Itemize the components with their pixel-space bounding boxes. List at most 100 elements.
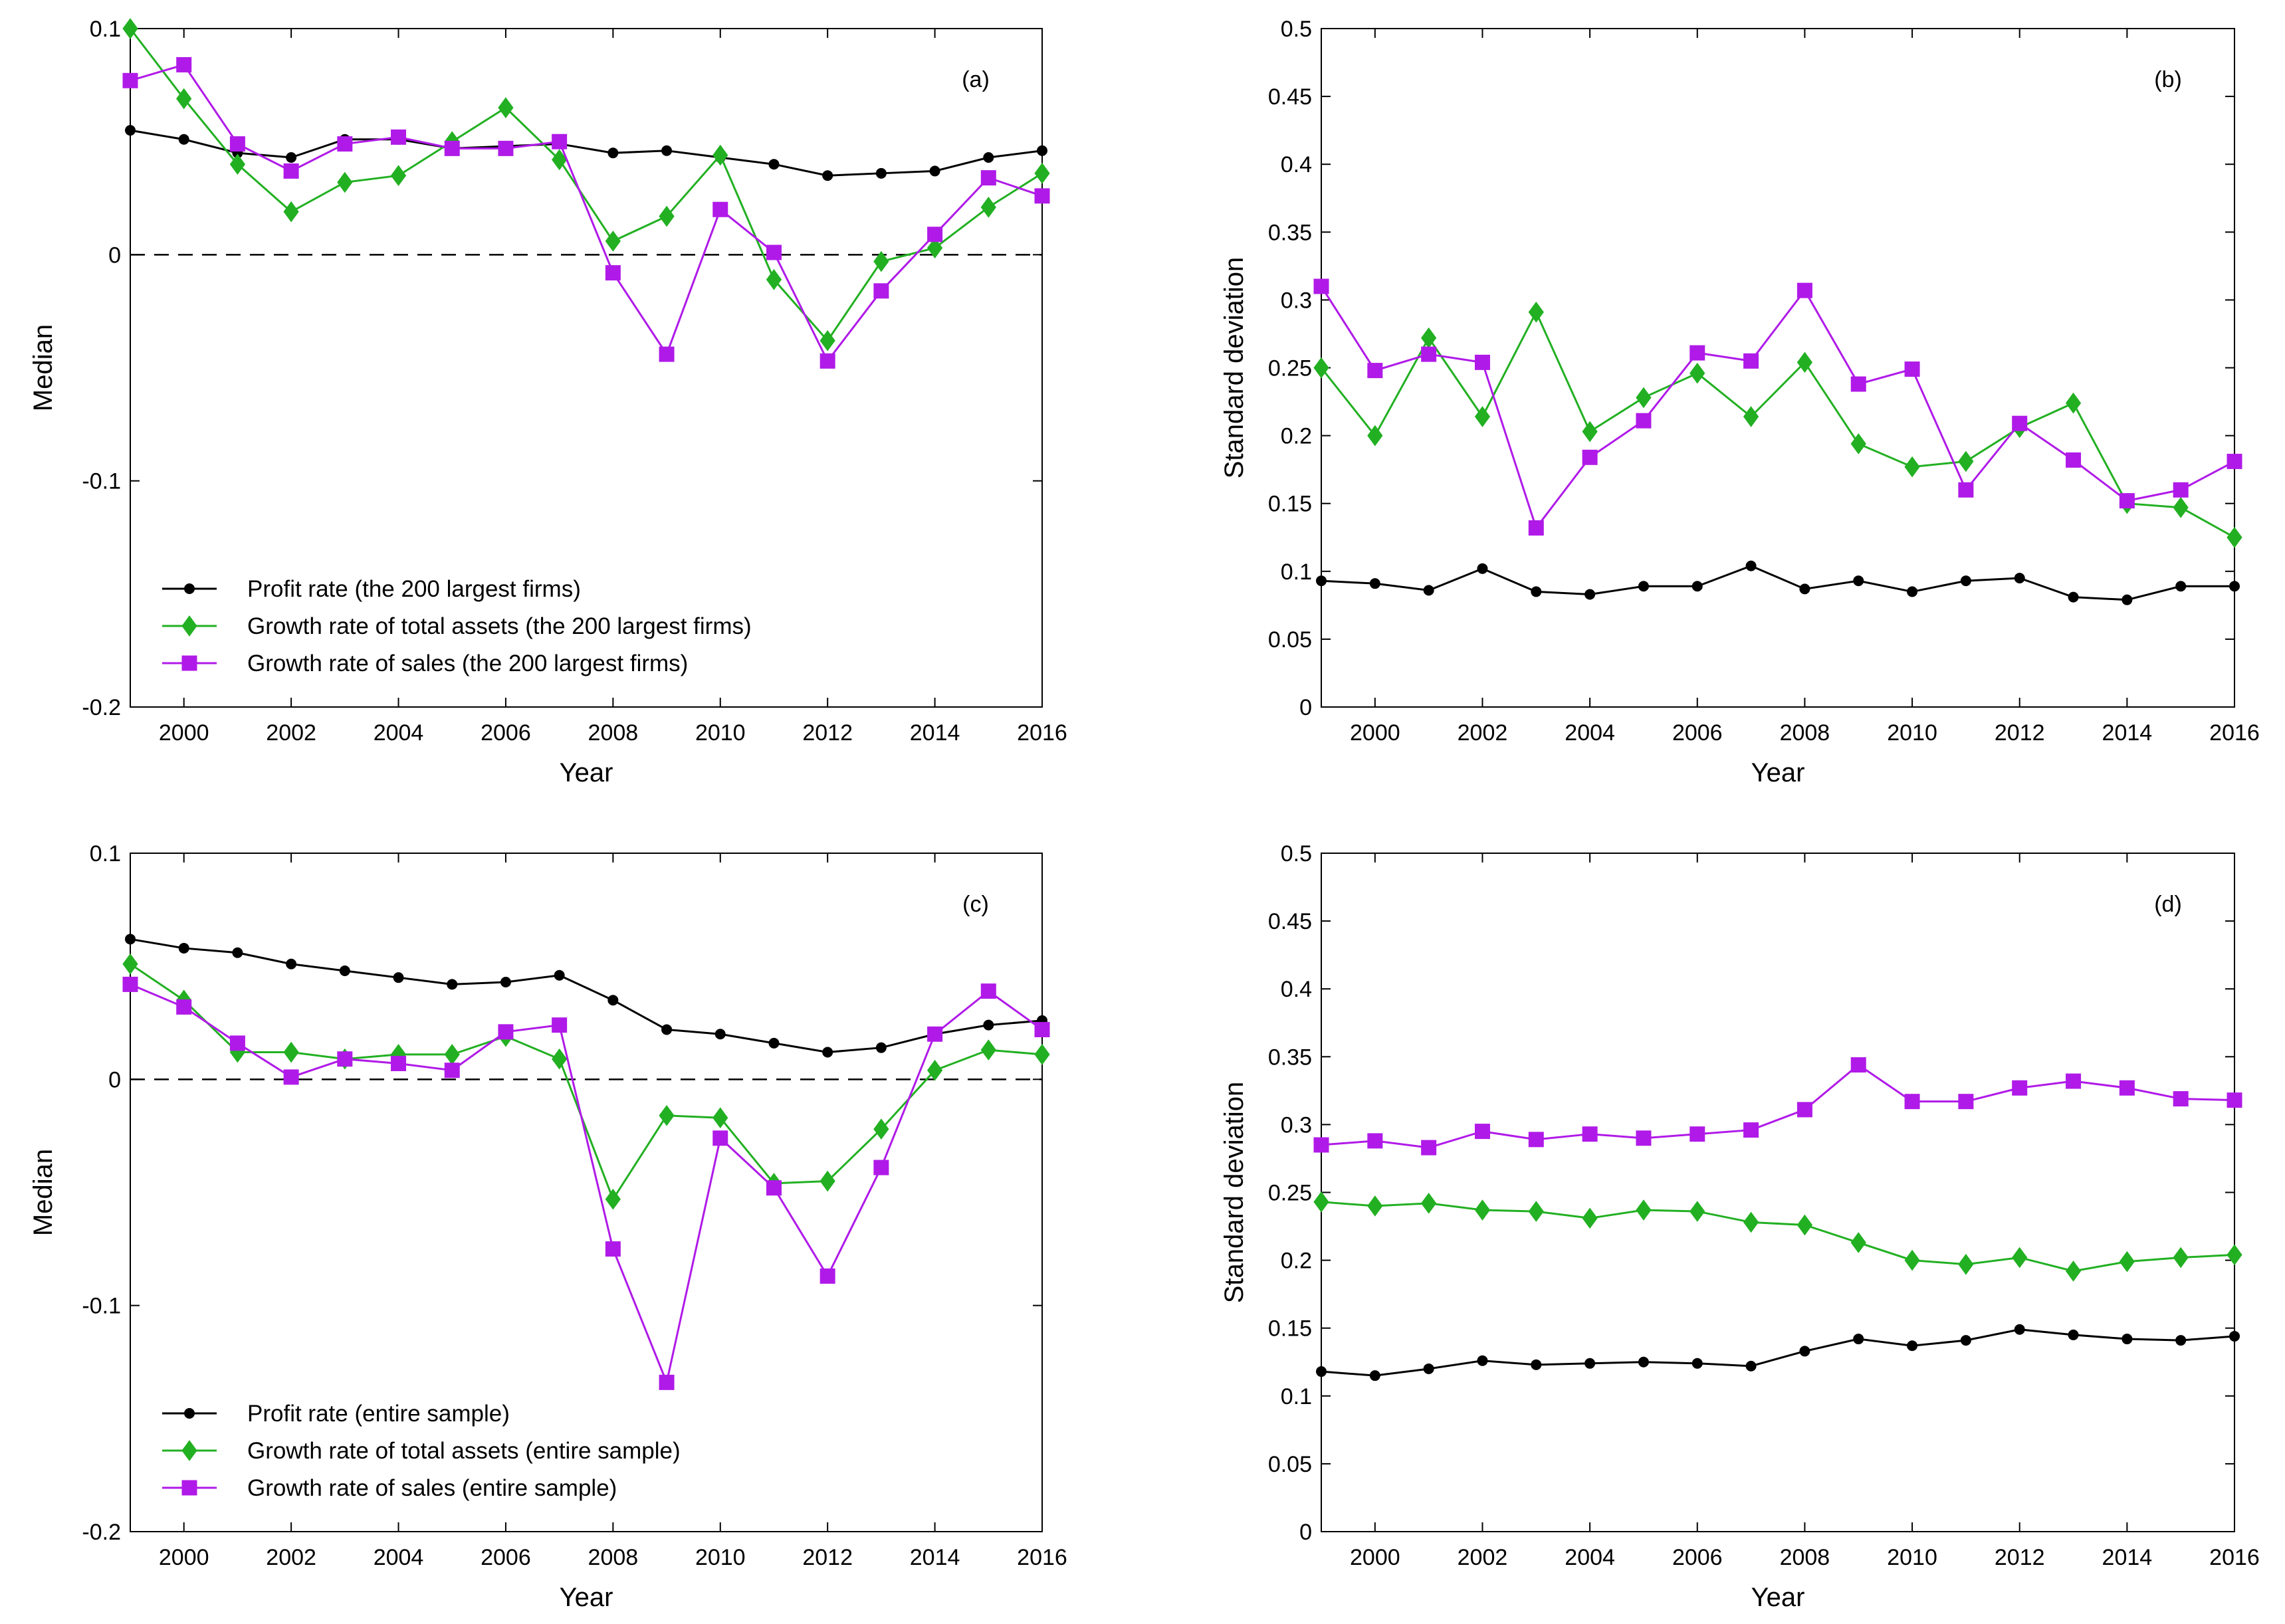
circle-marker	[822, 170, 833, 181]
diamond-marker	[659, 205, 675, 227]
square-marker	[444, 1063, 460, 1078]
diamond-marker	[1904, 1249, 1920, 1271]
x-tick-label: 2006	[481, 1545, 531, 1570]
square-marker	[2119, 1080, 2135, 1096]
circle-marker	[184, 583, 195, 594]
legend-label: Growth rate of total assets (the 200 lar…	[247, 613, 752, 639]
y-axis-title: Median	[29, 324, 58, 411]
square-marker	[1313, 1137, 1329, 1153]
square-marker	[1421, 346, 1437, 362]
series-sales-growth	[122, 56, 1050, 369]
square-marker	[1034, 188, 1050, 204]
square-marker	[2173, 1091, 2189, 1107]
square-marker	[1421, 1140, 1437, 1156]
circle-marker	[286, 152, 297, 163]
circle-marker	[554, 969, 565, 981]
diamond-marker	[2065, 1261, 2082, 1282]
square-marker	[2066, 452, 2082, 468]
x-axis-title: Year	[1751, 758, 1805, 787]
diamond-marker	[1743, 406, 1759, 427]
y-tick-label: 0	[1299, 695, 1312, 720]
square-marker	[176, 56, 192, 72]
square-marker	[873, 283, 889, 299]
circle-marker	[184, 1408, 195, 1419]
circle-marker	[822, 1047, 833, 1058]
circle-marker	[1584, 589, 1596, 600]
series-line	[1320, 310, 2235, 539]
y-tick-label: 0.45	[1268, 84, 1312, 110]
square-marker	[1904, 361, 1920, 377]
square-marker	[181, 655, 197, 671]
circle-marker	[2122, 1334, 2133, 1345]
series-profit-rate	[125, 125, 1047, 181]
y-tick-label: -0.2	[82, 1520, 121, 1545]
circle-marker	[768, 159, 780, 170]
square-marker	[1743, 1122, 1759, 1138]
y-tick-label: 0.05	[1268, 627, 1312, 653]
diamond-marker	[122, 18, 138, 39]
y-tick-label: -0.1	[82, 1294, 121, 1319]
legend: Profit rate (entire sample) Growth rate o…	[162, 1401, 681, 1501]
diamond-marker	[1313, 357, 1329, 379]
diamond-marker	[1034, 162, 1050, 184]
square-marker	[283, 163, 299, 179]
circle-marker	[1691, 581, 1703, 592]
diamond-marker	[283, 1041, 299, 1063]
panel-tag: (c)	[962, 892, 989, 917]
x-tick-label: 2006	[1672, 1545, 1723, 1570]
circle-marker	[875, 167, 887, 179]
y-tick-label: 0.1	[1281, 559, 1312, 585]
diamond-marker	[1796, 352, 1813, 373]
diamond-marker	[2065, 392, 2082, 414]
x-tick-label: 2004	[1565, 1545, 1615, 1570]
x-tick-label: 2010	[695, 1545, 746, 1570]
circle-marker	[1960, 575, 1971, 587]
x-tick-label: 2008	[1780, 720, 1830, 746]
circle-marker	[875, 1042, 887, 1053]
diamond-marker	[1958, 1253, 1974, 1275]
x-tick-label: 2002	[1458, 720, 1508, 746]
square-marker	[1528, 1132, 1544, 1148]
plot-frame	[1321, 28, 2235, 708]
square-marker	[2119, 493, 2135, 509]
circle-marker	[2175, 1335, 2187, 1346]
x-tick-label: 2014	[910, 1545, 960, 1570]
diamond-marker	[1904, 456, 1920, 478]
diamond-marker	[1582, 1207, 1598, 1229]
diamond-marker	[1689, 362, 1705, 384]
y-tick-label: -0.2	[82, 695, 121, 720]
diamond-marker	[1636, 1199, 1652, 1221]
legend-label: Profit rate (entire sample)	[247, 1401, 510, 1427]
circle-marker	[1960, 1335, 1971, 1346]
y-tick-label: 0.25	[1268, 356, 1312, 381]
y-tick-label: 0	[108, 243, 121, 268]
y-tick-label: 0.3	[1281, 1112, 1312, 1138]
diamond-marker	[1421, 1192, 1437, 1214]
x-tick-label: 2014	[2102, 1545, 2153, 1570]
circle-marker	[1037, 145, 1047, 156]
x-tick-label: 2010	[1887, 720, 1937, 746]
series-total-assets-growth	[1313, 1191, 2242, 1282]
series-profit-rate	[1316, 1324, 2240, 1381]
diamond-marker	[1367, 1195, 1383, 1217]
square-marker	[1904, 1094, 1920, 1110]
square-marker	[1689, 345, 1705, 361]
x-axis-title: Year	[560, 758, 613, 787]
x-tick-label: 2016	[2209, 1545, 2260, 1570]
square-marker	[498, 1024, 514, 1040]
legend-label: Profit rate (the 200 largest firms)	[247, 576, 581, 602]
square-marker	[1367, 363, 1383, 379]
circle-marker	[1907, 1340, 1918, 1352]
diamond-marker	[1528, 1201, 1544, 1222]
diamond-marker	[181, 615, 197, 637]
circle-marker	[125, 125, 136, 136]
y-tick-label: 0.45	[1268, 909, 1312, 934]
y-tick-label: 0.3	[1281, 288, 1312, 313]
diamond-marker	[980, 197, 996, 218]
diamond-marker	[2227, 526, 2242, 548]
diamond-marker	[1474, 1199, 1491, 1221]
square-marker	[980, 983, 996, 999]
diamond-marker	[1474, 406, 1491, 427]
series-line	[1321, 1201, 2235, 1272]
y-tick-label: 0.25	[1268, 1181, 1312, 1206]
